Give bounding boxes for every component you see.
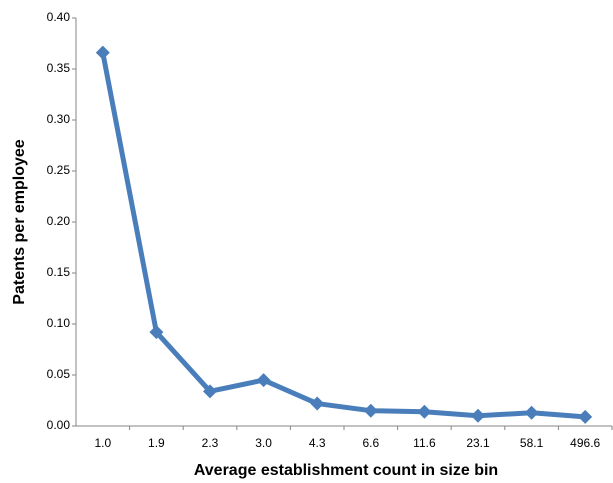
x-tick-label: 2.3 xyxy=(202,436,219,450)
y-tick-label: 0.10 xyxy=(47,316,71,330)
x-tick-label: 3.0 xyxy=(255,436,272,450)
y-tick-label: 0.15 xyxy=(47,265,71,279)
y-tick-label: 0.05 xyxy=(47,367,71,381)
y-tick-label: 0.35 xyxy=(47,61,71,75)
x-axis-title: Average establishment count in size bin xyxy=(194,462,498,479)
data-point xyxy=(524,405,539,420)
data-point xyxy=(95,45,110,60)
data-point xyxy=(203,384,217,399)
x-tick-label: 1.0 xyxy=(94,436,111,450)
data-point xyxy=(578,409,593,424)
y-tick-label: 0.20 xyxy=(47,214,71,228)
data-point xyxy=(310,396,325,411)
data-point xyxy=(256,373,271,388)
data-point xyxy=(363,403,378,418)
y-tick-label: 0.40 xyxy=(47,10,71,24)
y-tick-label: 0.30 xyxy=(47,112,71,126)
y-tick-label: 0.00 xyxy=(47,418,71,432)
y-axis-title: Patents per employee xyxy=(11,139,28,305)
y-tick-label: 0.25 xyxy=(47,163,71,177)
x-tick-label: 496.6 xyxy=(570,436,600,450)
x-tick-label: 1.9 xyxy=(148,436,165,450)
series-line xyxy=(100,52,586,420)
data-point xyxy=(149,325,164,340)
x-tick-label: 6.6 xyxy=(362,436,379,450)
x-tick-label: 11.6 xyxy=(413,436,436,450)
x-tick-label: 4.3 xyxy=(309,436,326,450)
x-tick-label: 58.1 xyxy=(520,436,544,450)
data-point xyxy=(471,408,485,423)
data-point xyxy=(417,404,432,419)
x-tick-label: 23.1 xyxy=(466,436,490,450)
